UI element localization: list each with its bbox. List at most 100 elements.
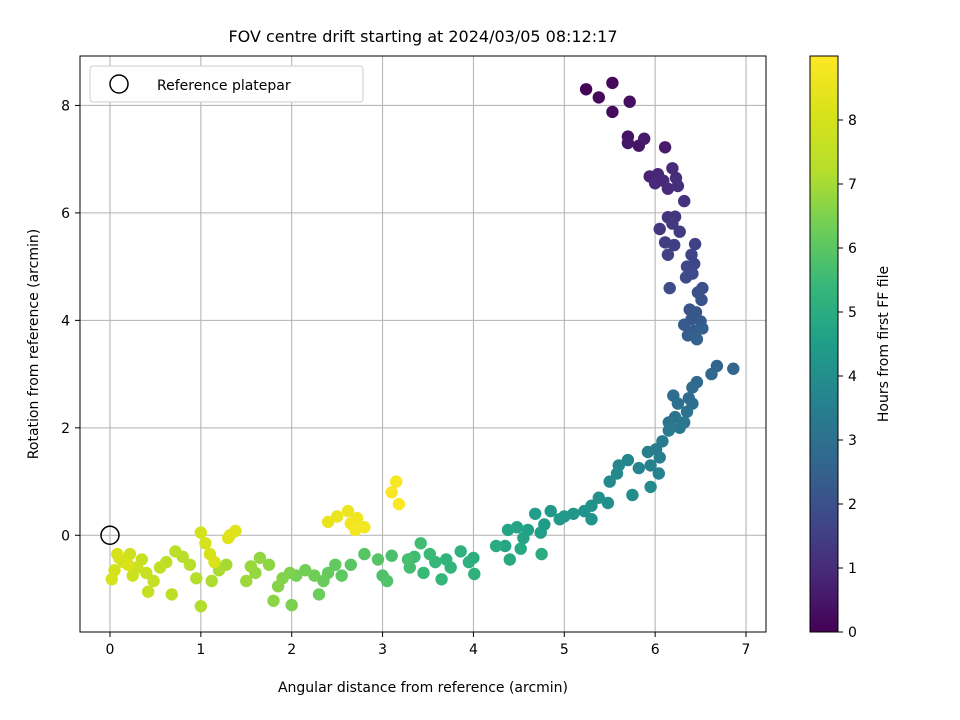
scatter-point xyxy=(344,558,357,571)
scatter-point xyxy=(390,475,403,488)
y-axis-ticks: 0 2 4 6 8 xyxy=(61,98,80,544)
scatter-point xyxy=(444,561,457,574)
scatter-point xyxy=(626,488,639,502)
scatter-point xyxy=(194,600,207,613)
x-tick-label: 7 xyxy=(742,642,751,658)
x-tick-label: 2 xyxy=(287,642,296,658)
scatter-point xyxy=(240,574,253,588)
colorbar-tick-label: 2 xyxy=(848,497,857,513)
scatter-point xyxy=(661,248,675,261)
colorbar-tick-label: 3 xyxy=(848,433,857,449)
scatter-point xyxy=(499,539,512,553)
scatter-point xyxy=(140,566,153,580)
scatter-point xyxy=(585,513,598,526)
scatter-point xyxy=(705,367,718,381)
scatter-point xyxy=(349,523,362,537)
scatter-point xyxy=(165,588,178,601)
legend: Reference platepar xyxy=(89,65,364,103)
scatter-point xyxy=(673,225,686,238)
y-axis-label: Rotation from reference (arcmin) xyxy=(26,229,42,459)
x-tick-label: 3 xyxy=(378,642,387,658)
scatter-point xyxy=(678,318,691,331)
scatter-point xyxy=(632,461,645,475)
scatter-point xyxy=(688,237,702,251)
colorbar-tick-label: 5 xyxy=(848,305,857,321)
scatter-point xyxy=(285,598,298,612)
scatter-point xyxy=(671,397,685,410)
scatter-point xyxy=(299,564,312,577)
scatter-point xyxy=(126,569,139,582)
scatter-point xyxy=(183,558,197,571)
scatter-point xyxy=(652,467,665,480)
scatter-point xyxy=(601,496,615,510)
scatter-point xyxy=(544,504,557,518)
scatter-point xyxy=(489,539,503,553)
scatter-point xyxy=(244,560,257,573)
scatter-point xyxy=(271,580,285,593)
scatter-point xyxy=(153,561,167,574)
y-tick-label: 0 xyxy=(61,528,70,544)
y-tick-label: 6 xyxy=(61,206,70,222)
x-tick-label: 4 xyxy=(469,642,478,658)
x-tick-label: 1 xyxy=(196,642,205,658)
scatter-point xyxy=(696,322,709,335)
scatter-point xyxy=(678,194,691,208)
colorbar-tick-label: 4 xyxy=(848,369,857,385)
colorbar-gradient xyxy=(809,55,839,633)
scatter-point xyxy=(317,574,330,588)
scatter-point xyxy=(417,566,430,580)
colorbar-tick-label: 0 xyxy=(848,625,857,641)
scatter-point xyxy=(673,421,686,434)
scatter-point xyxy=(621,453,635,467)
legend-label: Reference platepar xyxy=(157,78,291,94)
scatter-point xyxy=(401,553,415,566)
scatter-point xyxy=(680,405,694,418)
x-tick-label: 6 xyxy=(651,642,660,658)
scatter-point xyxy=(606,76,619,90)
scatter-point xyxy=(414,537,427,550)
scatter-point xyxy=(371,553,385,566)
scatter-point xyxy=(641,445,655,459)
scatter-point xyxy=(111,547,124,561)
scatter-point xyxy=(623,95,636,108)
scatter-point xyxy=(147,574,160,588)
colorbar-tick-label: 1 xyxy=(848,561,857,577)
scatter-point xyxy=(253,551,267,565)
scatter-point xyxy=(392,497,406,511)
scatter-point xyxy=(199,537,212,550)
y-tick-label: 4 xyxy=(61,313,70,329)
scatter-point xyxy=(658,141,672,154)
scatter-point xyxy=(578,504,591,518)
scatter-point xyxy=(671,179,685,193)
scatter-point xyxy=(603,475,616,488)
scatter-point xyxy=(529,507,542,520)
scatter-point xyxy=(462,555,476,569)
chart-title: FOV centre drift starting at 2024/03/05 … xyxy=(228,27,617,46)
scatter-point xyxy=(517,531,530,545)
scatter-point xyxy=(141,585,155,598)
scatter-point xyxy=(105,573,119,586)
scatter-point xyxy=(653,222,666,236)
y-tick-label: 2 xyxy=(61,421,70,437)
scatter-point xyxy=(205,574,218,588)
scatter-point xyxy=(380,574,394,588)
scatter-point xyxy=(666,217,679,230)
scatter-point xyxy=(169,545,182,558)
scatter-point xyxy=(535,547,548,561)
x-tick-label: 5 xyxy=(560,642,569,658)
scatter-point xyxy=(503,553,516,566)
scatter-point xyxy=(621,136,635,150)
scatter-point xyxy=(335,569,348,582)
y-tick-label: 8 xyxy=(61,98,70,114)
scatter-point xyxy=(727,362,740,375)
scatter-point xyxy=(341,504,355,518)
scatter-point xyxy=(321,515,335,529)
scatter-point xyxy=(592,91,605,104)
scatter-point xyxy=(501,523,515,537)
colorbar-tick-label: 7 xyxy=(848,177,857,193)
scatter-point xyxy=(679,271,693,284)
colorbar-ticks: 0 1 2 3 4 5 6 7 8 xyxy=(838,113,857,641)
scatter-point xyxy=(690,333,704,346)
x-axis-ticks: 0 1 2 3 4 5 6 7 xyxy=(106,632,751,658)
scatter-point xyxy=(695,293,708,307)
